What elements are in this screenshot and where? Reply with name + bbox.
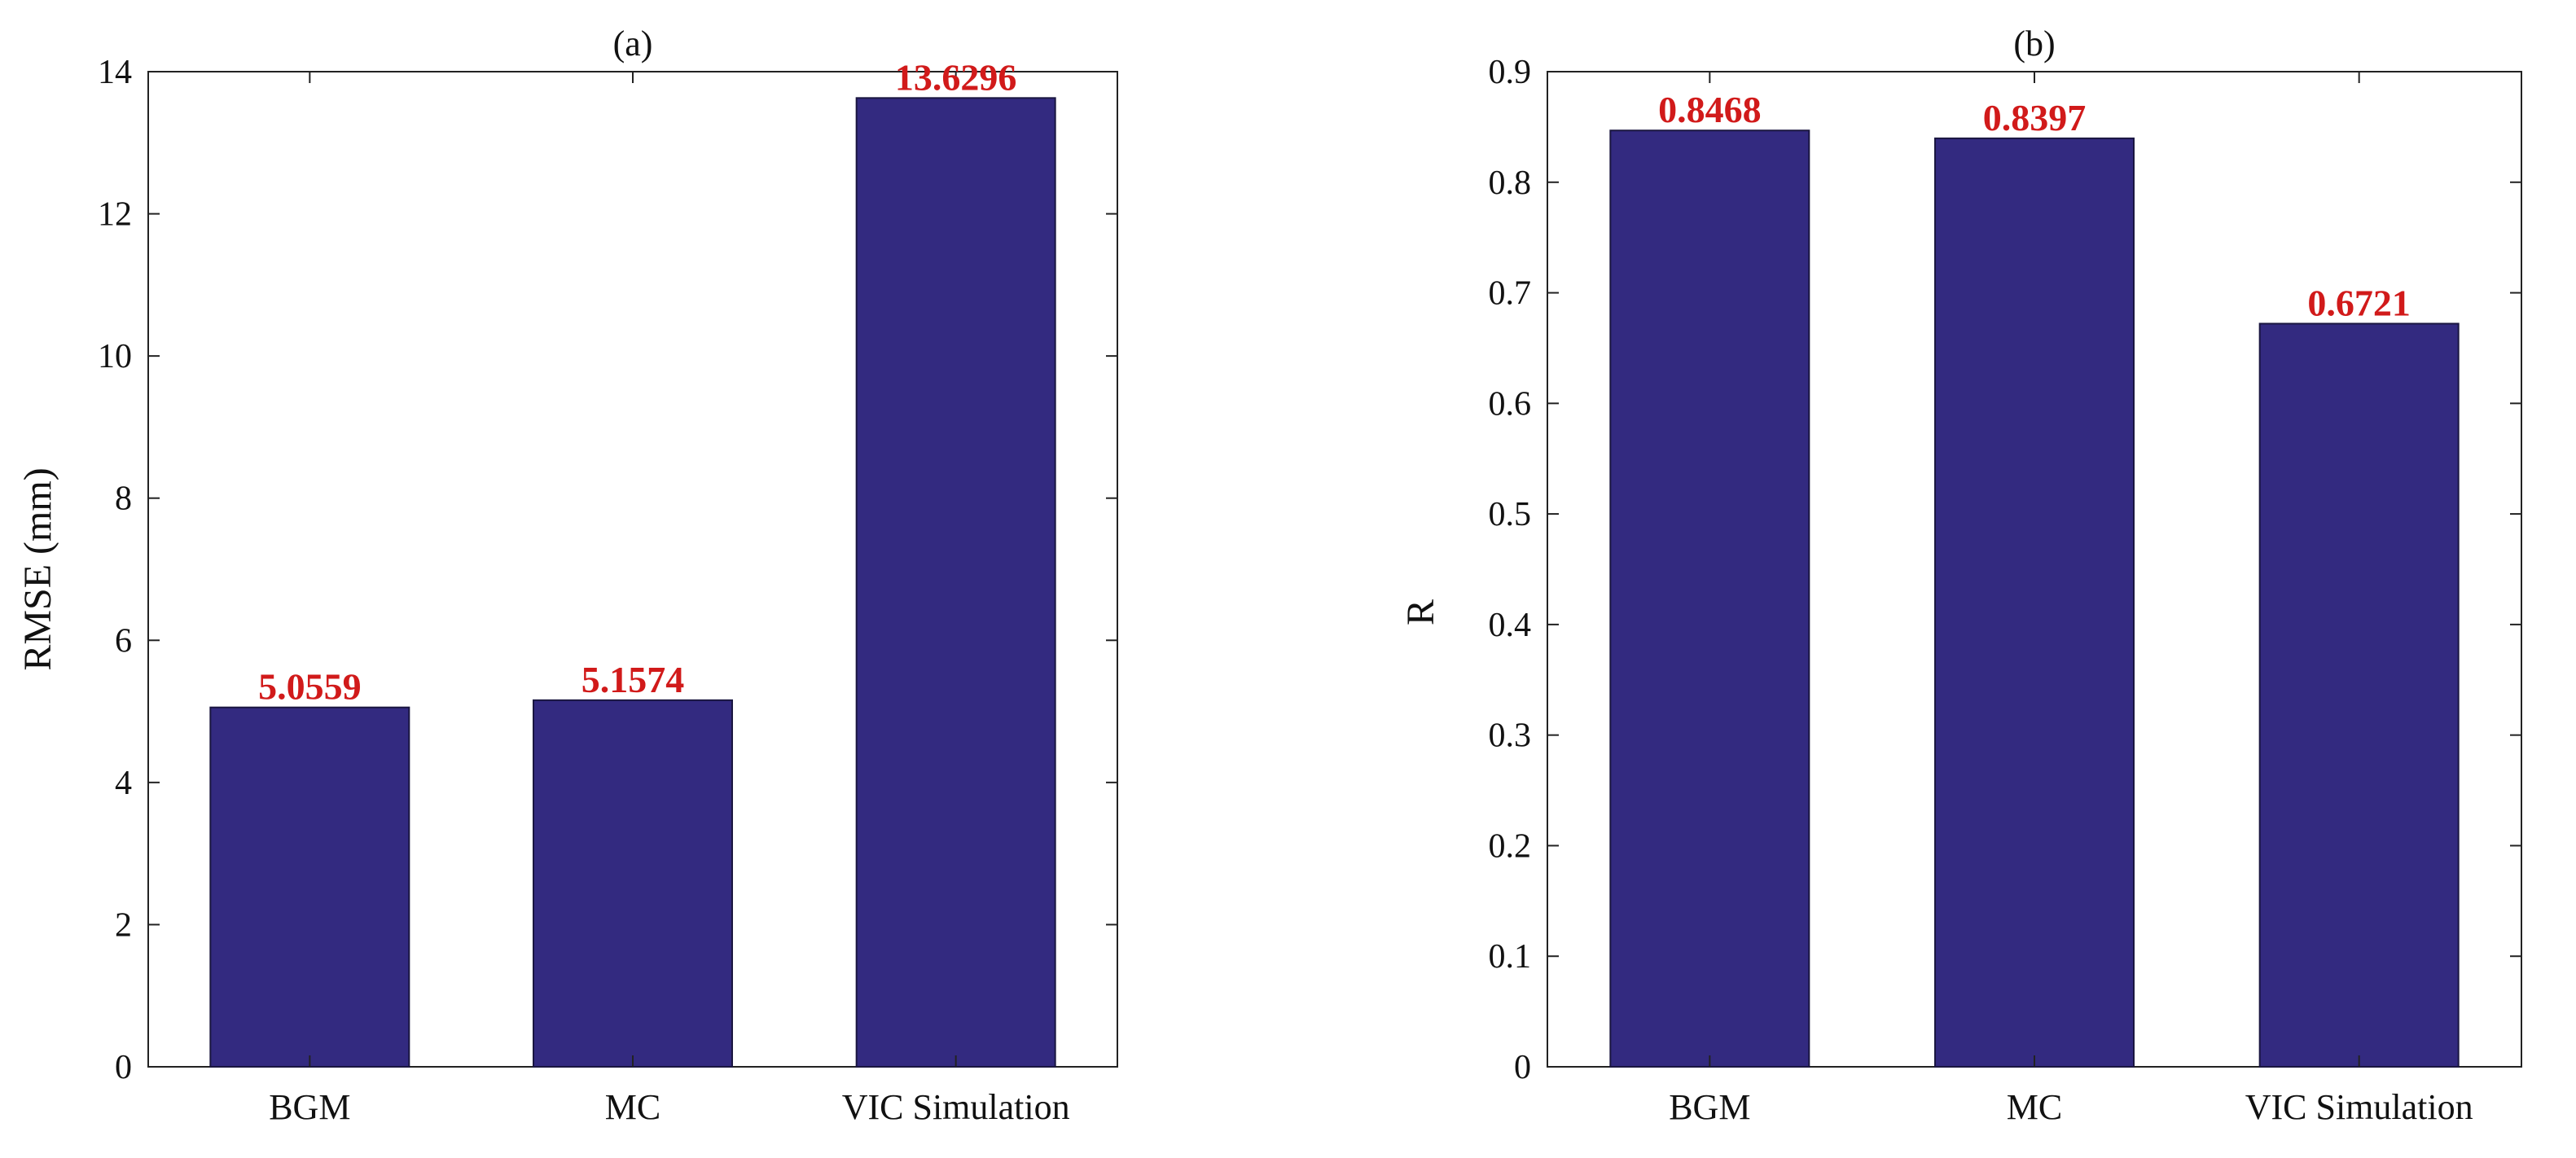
- x-tick-label: BGM: [1669, 1087, 1750, 1127]
- bar-mc: [533, 699, 733, 1068]
- y-tick-label: 14: [98, 54, 132, 91]
- y-tick-label: 0.5: [1489, 496, 1532, 533]
- y-tick-label: 8: [115, 480, 132, 518]
- y-tick-label: 0.9: [1489, 54, 1532, 91]
- y-tick-label: 0: [1514, 1049, 1531, 1086]
- y-tick-label: 12: [98, 196, 132, 234]
- x-tick-label: MC: [2007, 1087, 2062, 1127]
- y-tick-label: 0.3: [1489, 717, 1532, 755]
- data-label: 13.6296: [895, 56, 1017, 98]
- y-tick-label: 0.7: [1489, 275, 1532, 313]
- y-tick-label: 0.1: [1489, 938, 1532, 976]
- panel-title-b: (b): [2013, 24, 2055, 64]
- y-axis-label-a: RMSE (mm): [16, 467, 59, 670]
- bar-mc: [1934, 137, 2135, 1068]
- y-tick-label: 0.8: [1489, 164, 1532, 202]
- chart-panel-b: 0 0.1 0.2 0.3 0.4 0.5 0.6 0.7 0.8 0.9 BGM 0.8468 MC 0…: [1399, 24, 2522, 1127]
- data-label: 0.6721: [2307, 282, 2411, 323]
- data-label: 5.0559: [258, 666, 362, 708]
- bar-bgm: [209, 706, 410, 1068]
- x-tick-label: VIC Simulation: [842, 1087, 1070, 1127]
- y-tick-label: 0.6: [1489, 385, 1532, 423]
- data-label: 5.1574: [581, 659, 685, 700]
- panel-title-a: (a): [613, 24, 653, 64]
- y-tick-label: 0: [115, 1049, 132, 1086]
- y-tick-label: 4: [115, 765, 132, 802]
- x-tick-label: BGM: [269, 1087, 350, 1127]
- y-tick-label: 10: [98, 338, 132, 375]
- x-tick-label: MC: [605, 1087, 660, 1127]
- y-tick-label: 6: [115, 622, 132, 660]
- x-tick-label: VIC Simulation: [2245, 1087, 2473, 1127]
- bar-vic-simulation: [855, 97, 1056, 1068]
- y-tick-label: 0.4: [1489, 607, 1532, 644]
- y-tick-label: 2: [115, 906, 132, 944]
- chart-panel-a: 0 2 4 6 8 10 12 14 BGM 5.0559 MC 5.1574 VIC Simulati…: [16, 24, 1118, 1127]
- bar-vic-simulation: [2258, 322, 2460, 1068]
- y-tick-label: 0.2: [1489, 827, 1532, 865]
- data-label: 0.8397: [1983, 97, 2087, 138]
- y-axis-label-b: R: [1399, 599, 1442, 625]
- bar-bgm: [1609, 129, 1810, 1068]
- data-label: 0.8468: [1658, 89, 1762, 130]
